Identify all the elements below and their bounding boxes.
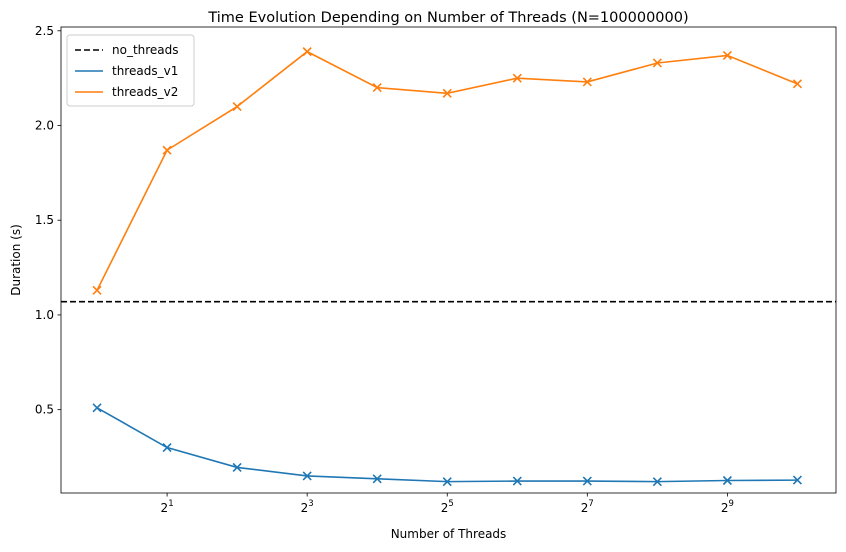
data-point-threads_v1 [582,476,592,486]
x-axis: 21 23 25 27 29 [161,493,734,515]
x-tick-label: 29 [721,499,734,515]
data-point-threads_v2 [792,79,802,89]
y-tick-label: 1.5 [35,213,54,227]
x-tick-label: 23 [301,499,314,515]
legend: no_threads threads_v1 threads_v2 [66,34,195,107]
y-tick-label: 1.0 [35,308,54,322]
data-point-threads_v2 [722,50,732,60]
data-point-threads_v2 [162,145,172,155]
data-point-threads_v2 [92,285,102,295]
chart-title: Time Evolution Depending on Number of Th… [207,10,688,26]
legend-label-threads_v1: threads_v1 [112,64,178,78]
legend-box [66,34,195,107]
plot-area [61,47,836,487]
data-point-threads_v1 [652,477,662,487]
y-tick-label: 2.5 [35,24,54,38]
data-point-threads_v1 [512,476,522,486]
legend-label-threads_v2: threads_v2 [112,85,178,99]
data-point-threads_v1 [372,474,382,484]
data-point-threads_v2 [652,58,662,68]
data-point-threads_v1 [92,403,102,413]
y-axis: 0.5 1.0 1.5 2.0 2.5 [35,24,61,417]
x-tick-label: 27 [581,499,594,515]
data-point-threads_v2 [442,88,452,98]
y-tick-label: 0.5 [35,403,54,417]
data-point-threads_v1 [722,475,732,486]
data-point-threads_v1 [442,477,452,487]
x-axis-title: Number of Threads [391,527,507,541]
data-point-threads_v1 [162,442,172,453]
data-point-threads_v2 [232,101,242,112]
y-axis-title: Duration (s) [9,224,23,296]
data-point-threads_v2 [372,83,382,93]
plot-frame [60,26,837,494]
y-tick-label: 2.0 [35,119,54,133]
data-point-threads_v1 [792,475,802,485]
data-point-threads_v1 [232,462,242,472]
legend-label-no_threads: no_threads [112,43,179,57]
data-point-threads_v1 [302,471,312,481]
x-tick-label: 21 [161,499,174,515]
data-point-threads_v2 [582,77,592,87]
x-tick-label: 25 [441,499,454,515]
data-point-threads_v2 [302,47,312,57]
data-point-threads_v2 [512,73,522,83]
